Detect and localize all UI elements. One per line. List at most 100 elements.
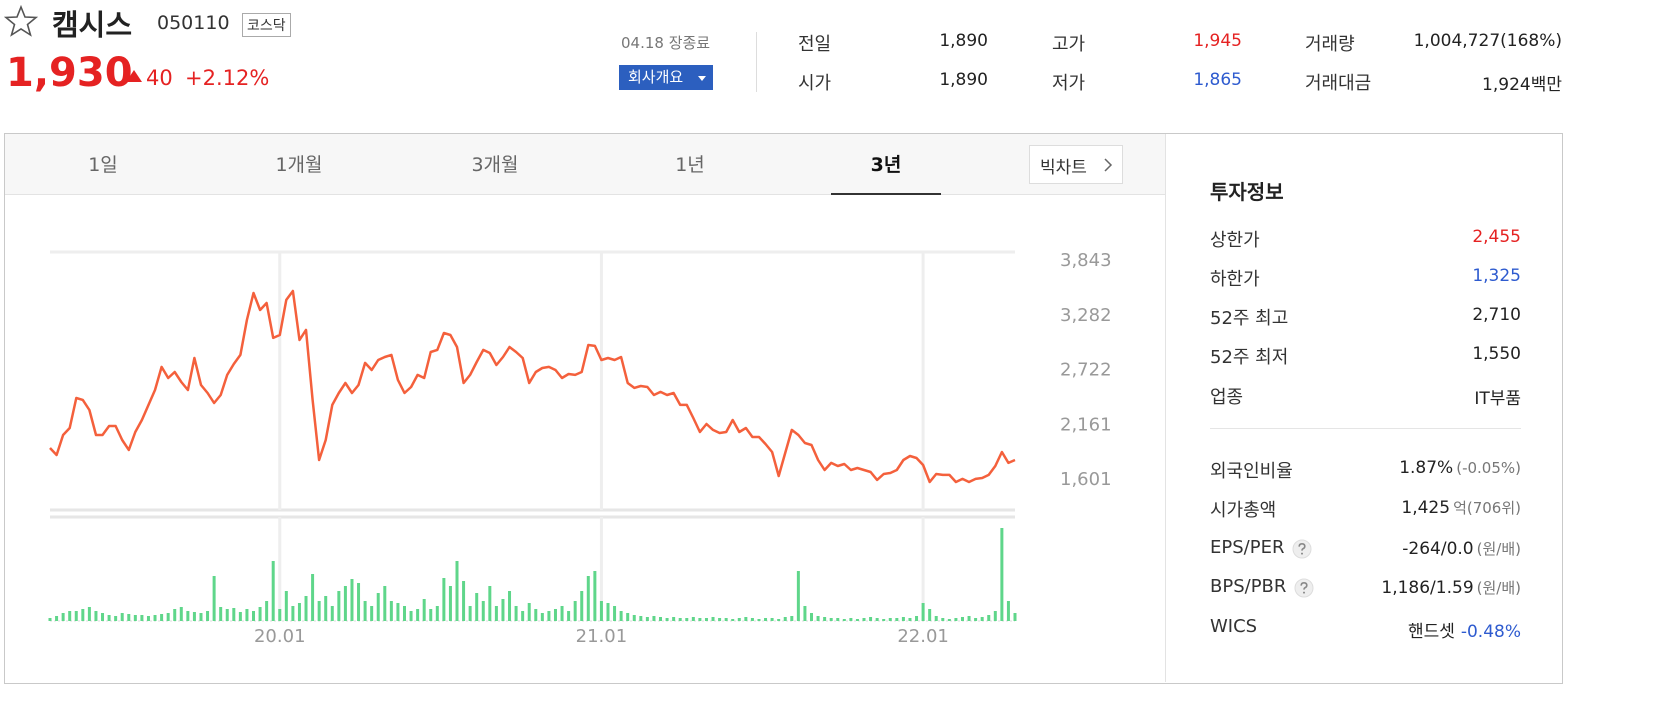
volume-bar <box>114 616 118 621</box>
current-price: 1,930 <box>6 50 133 96</box>
market-badge: 코스닥 <box>242 13 291 37</box>
volume-bar <box>770 618 774 621</box>
volume-bar <box>613 606 617 621</box>
invest-label: WICS <box>1210 616 1258 637</box>
volume-bar <box>580 591 584 621</box>
volume-bar <box>468 606 472 621</box>
period-tab[interactable]: 1년 <box>675 154 705 176</box>
quote-value: 1,890 <box>939 31 988 51</box>
period-tab[interactable]: 3개월 <box>471 154 519 176</box>
volume-bar <box>757 619 761 621</box>
invest-value-group: 1.87% (-0.05%) <box>1399 458 1521 478</box>
invest-value: 1,325 <box>1472 266 1521 286</box>
volume-bar <box>146 616 150 621</box>
invest-title: 투자정보 <box>1210 180 1284 204</box>
invest-label: 52주 최고 <box>1210 308 1289 329</box>
volume-bar <box>744 617 748 621</box>
volume-bar <box>508 591 512 621</box>
volume-bar <box>389 601 393 621</box>
volume-bar <box>48 618 52 621</box>
volume-bar <box>271 561 275 621</box>
volume-bar <box>402 606 406 621</box>
volume-bar <box>724 618 728 621</box>
volume-bar <box>166 613 170 621</box>
volume-bar <box>750 618 754 621</box>
volume-bar <box>252 611 256 621</box>
invest-value: 1,550 <box>1472 344 1521 364</box>
volume-bar <box>888 618 892 621</box>
volume-bar <box>869 617 873 621</box>
volume-bar <box>593 571 597 621</box>
volume-bar <box>219 607 223 621</box>
volume-bar <box>862 618 866 621</box>
change-rate: +2.12% <box>185 66 270 90</box>
volume-bar <box>337 591 341 621</box>
volume-bar <box>901 617 905 621</box>
x-tick-label: 20.01 <box>254 626 306 647</box>
separator <box>756 32 757 92</box>
caret <box>698 76 706 81</box>
volume-bar <box>442 578 446 621</box>
volume-bar <box>101 613 105 621</box>
volume-bar <box>895 618 899 621</box>
volume-bar <box>632 615 636 621</box>
volume-bar <box>928 609 932 621</box>
volume-bar <box>68 611 72 621</box>
period-tab[interactable]: 3년 <box>870 154 902 176</box>
volume-bar <box>199 613 203 621</box>
volume-bar <box>94 611 98 621</box>
volume-bar <box>764 618 768 621</box>
volume-bar <box>192 612 196 621</box>
volume-bar <box>501 599 505 621</box>
invest-value-group: 1,186/1.59 (원/배) <box>1381 577 1521 598</box>
volume-bar <box>87 607 91 621</box>
quote-value: 1,890 <box>939 70 988 90</box>
period-tab[interactable]: 1개월 <box>275 154 323 176</box>
volume-bar <box>514 606 518 621</box>
volume-bar <box>934 616 938 621</box>
volume-bar <box>803 606 807 621</box>
volume-bar <box>665 618 669 621</box>
favorite-star[interactable] <box>4 5 38 37</box>
quote-label: 거래량 <box>1305 34 1355 55</box>
volume-bar <box>947 619 951 621</box>
volume-bar <box>796 571 800 621</box>
big-chart-button[interactable]: 빅차트 <box>1029 145 1123 184</box>
volume-bar <box>974 618 978 621</box>
invest-value: 2,455 <box>1472 227 1521 247</box>
invest-value: 2,710 <box>1472 305 1521 325</box>
quote-value: 1,945 <box>1193 31 1242 51</box>
volume-bar <box>823 617 827 621</box>
company-button-label: 회사개요 <box>628 68 684 86</box>
volume-bar <box>475 593 479 621</box>
invest-label: 업종 <box>1210 387 1244 408</box>
tab-bar <box>5 134 1165 195</box>
volume-bar <box>842 619 846 621</box>
help-icon[interactable] <box>1292 539 1312 559</box>
volume-bar <box>363 601 367 621</box>
volume-bar <box>278 609 282 621</box>
panel-divider <box>1165 134 1166 682</box>
market-status: 04.18 장종료 <box>621 34 711 52</box>
volume-bar <box>422 599 426 621</box>
help-icon[interactable] <box>1294 578 1314 598</box>
volume-bar <box>960 617 964 621</box>
volume-bar <box>317 601 321 621</box>
volume-bar <box>206 611 210 621</box>
y-tick-label: 1,601 <box>1060 469 1112 490</box>
volume-bar <box>586 576 590 621</box>
volume-bar <box>619 611 623 621</box>
company-button[interactable]: 회사개요 <box>619 65 713 90</box>
volume-bar <box>737 618 741 621</box>
volume-bar <box>731 619 735 621</box>
volume-bar <box>265 601 269 621</box>
volume-bar <box>304 596 308 621</box>
invest-sub: (원/배) <box>1476 579 1521 597</box>
volume-bar <box>409 611 413 621</box>
invest-label: BPS/PBR <box>1210 576 1287 597</box>
volume-bar <box>540 613 544 621</box>
volume-bar <box>790 616 794 621</box>
volume-bar <box>416 609 420 621</box>
period-tab[interactable]: 1일 <box>88 154 118 176</box>
